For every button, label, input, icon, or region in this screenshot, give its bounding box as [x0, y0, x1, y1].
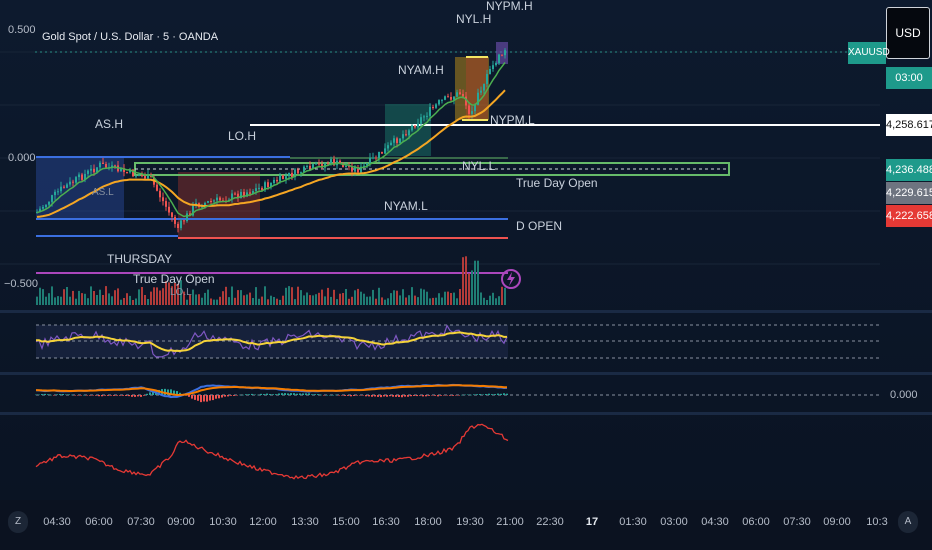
fast-ema-line [36, 62, 506, 218]
time-tick: 22:30 [536, 516, 564, 528]
symbol-badge: XAUUSD [848, 42, 890, 64]
macd-zero-label: 0.000 [890, 389, 918, 401]
price-badge-red: 4,222.658 [886, 205, 932, 227]
zoom-reset-button[interactable]: Z [8, 511, 28, 533]
slow-ema-line [36, 89, 506, 218]
label-nypm-high: NYPM.H [486, 0, 533, 13]
time-tick: 10:30 [209, 516, 237, 528]
time-tick: 12:00 [249, 516, 277, 528]
label-as-low: AS.L [92, 187, 114, 198]
pane-separator [0, 372, 932, 375]
time-tick: 17 [585, 516, 599, 528]
price-badge-grey: 4,229.615 [886, 182, 932, 204]
symbol-title[interactable]: Gold Spot / U.S. Dollar · 5 · OANDA [42, 31, 219, 43]
time-tick: 06:00 [85, 516, 113, 528]
label-nyl-high: NYL.H [456, 12, 492, 26]
lightning-bolt-icon [507, 272, 515, 286]
level-lines [36, 56, 880, 274]
label-nyam-high: NYAM.H [398, 63, 444, 77]
time-tick: 09:00 [167, 516, 195, 528]
time-tick: 04:30 [701, 516, 729, 528]
time-tick: 21:00 [496, 516, 524, 528]
time-tick: 13:30 [291, 516, 319, 528]
auto-scale-button[interactable]: A [898, 511, 918, 533]
time-tick: 15:00 [332, 516, 360, 528]
lightning-icon[interactable] [501, 269, 521, 289]
price-badge-white: 4,258.617 [886, 114, 932, 136]
label-lo-high: LO.H [228, 129, 257, 143]
label-nypm-low: NYPM.L [490, 113, 535, 127]
label-nyam-low: NYAM.L [384, 199, 428, 213]
y-label-bottom: −0.500 [4, 278, 38, 290]
time-tick: 19:30 [456, 516, 484, 528]
label-thursday: THURSDAY [107, 252, 173, 266]
price-badge-teal: 4,236.488 [886, 159, 932, 181]
volume-bars [36, 256, 506, 305]
label-nyl-low: NYL.L [462, 159, 496, 173]
indicator-line [35, 423, 509, 480]
time-tick: 01:30 [619, 516, 647, 528]
time-tick: 07:30 [783, 516, 811, 528]
currency-button[interactable]: USD [886, 7, 930, 59]
label-as-high: AS.H [95, 117, 124, 131]
time-tick: 18:00 [414, 516, 442, 528]
candlesticks [36, 48, 506, 233]
y-label-top: 0.500 [8, 24, 36, 36]
time-tick: 16:30 [372, 516, 400, 528]
label-true-day-open: True Day Open [516, 176, 598, 190]
macd-pane[interactable] [35, 383, 880, 403]
label-lo-low: LO.L [170, 287, 192, 298]
time-tick: 07:30 [127, 516, 155, 528]
countdown-badge: 03:00 [886, 67, 932, 89]
rsi-pane[interactable] [35, 324, 880, 359]
pane-separator [0, 310, 932, 313]
time-tick: 03:00 [660, 516, 688, 528]
current-session-box [496, 42, 508, 64]
nyam-session-box [385, 104, 431, 156]
time-tick: 04:30 [43, 516, 71, 528]
y-label-mid: 0.000 [8, 152, 36, 164]
time-axis[interactable] [0, 500, 932, 550]
pane-separator [0, 412, 932, 415]
time-tick: 06:00 [742, 516, 770, 528]
time-tick: 10:3 [866, 516, 888, 528]
label-true-day-open-2: True Day Open [133, 272, 215, 286]
label-d-open: D OPEN [516, 219, 563, 233]
time-tick: 09:00 [823, 516, 851, 528]
